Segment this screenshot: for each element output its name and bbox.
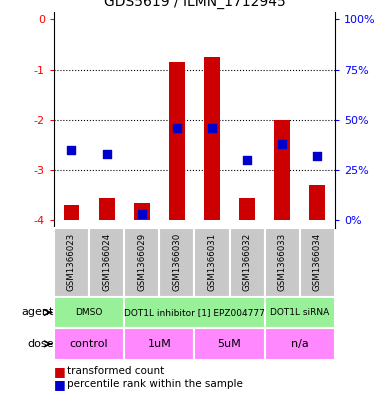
Bar — [159, 228, 194, 297]
Text: ■: ■ — [54, 378, 66, 391]
Bar — [64, 205, 79, 220]
Text: 1uM: 1uM — [147, 339, 171, 349]
Text: ■: ■ — [54, 365, 66, 378]
Bar — [169, 62, 185, 220]
Point — [279, 141, 285, 147]
Text: GSM1366024: GSM1366024 — [102, 233, 111, 292]
Point — [139, 211, 145, 217]
Point — [104, 151, 110, 157]
Bar — [300, 228, 335, 297]
Bar — [124, 297, 265, 328]
Text: DOT1L siRNA: DOT1L siRNA — [270, 308, 330, 317]
Text: GSM1366032: GSM1366032 — [243, 233, 252, 292]
Bar — [194, 228, 229, 297]
Text: DMSO: DMSO — [75, 308, 103, 317]
Bar — [54, 328, 124, 360]
Text: GSM1366029: GSM1366029 — [137, 233, 146, 291]
Text: GSM1366031: GSM1366031 — [208, 233, 216, 292]
Bar — [124, 328, 194, 360]
Text: GSM1366034: GSM1366034 — [313, 233, 322, 292]
Text: DOT1L inhibitor [1] EPZ004777: DOT1L inhibitor [1] EPZ004777 — [124, 308, 265, 317]
Bar — [194, 328, 265, 360]
Text: control: control — [70, 339, 108, 349]
Bar — [124, 228, 159, 297]
Text: GSM1366030: GSM1366030 — [172, 233, 181, 292]
Point — [69, 147, 75, 153]
Bar — [134, 203, 150, 220]
Bar — [264, 228, 300, 297]
Bar — [89, 228, 124, 297]
Bar — [310, 185, 325, 220]
Text: dose: dose — [27, 339, 54, 349]
Text: percentile rank within the sample: percentile rank within the sample — [67, 379, 243, 389]
Title: GDS5619 / ILMN_1712945: GDS5619 / ILMN_1712945 — [104, 0, 285, 9]
Point — [244, 157, 250, 163]
Bar — [239, 198, 255, 220]
Bar — [229, 228, 265, 297]
Bar — [264, 328, 335, 360]
Text: GSM1366033: GSM1366033 — [278, 233, 287, 292]
Bar — [99, 198, 114, 220]
Bar — [264, 297, 335, 328]
Text: GSM1366023: GSM1366023 — [67, 233, 76, 292]
Bar — [275, 120, 290, 220]
Text: agent: agent — [22, 307, 54, 318]
Text: n/a: n/a — [291, 339, 309, 349]
Bar — [54, 228, 89, 297]
Text: transformed count: transformed count — [67, 366, 165, 376]
Point — [209, 125, 215, 131]
Text: 5uM: 5uM — [218, 339, 241, 349]
Bar — [54, 297, 124, 328]
Point — [174, 125, 180, 131]
Bar — [204, 57, 220, 220]
Point — [314, 153, 320, 159]
